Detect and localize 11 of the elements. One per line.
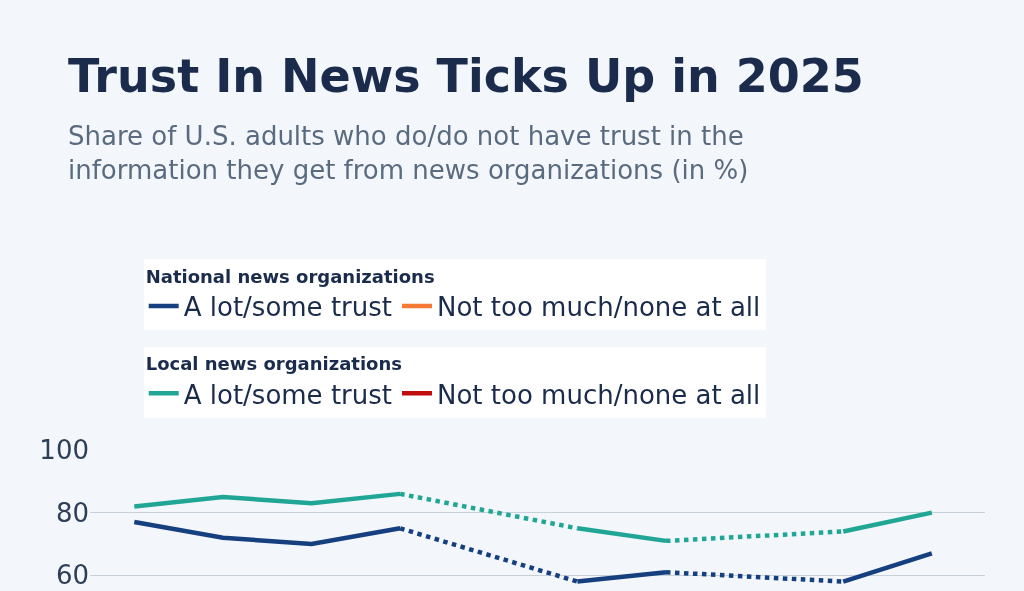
chart-subtitle: Share of U.S. adults who do/do not have trust in the information they get from news organizations (in %) <box>68 120 749 185</box>
legend-label: A lot/some trust <box>183 292 392 323</box>
legend-label: Not too much/none at all <box>436 379 761 410</box>
y-tick-label: 60 <box>55 560 89 591</box>
chart-title: Trust In News Ticks Up in 2025 <box>68 49 864 104</box>
text: National news organizations <box>145 265 435 287</box>
legend-label: Not too much/none at all <box>436 292 761 323</box>
y-tick-label: 80 <box>55 497 89 528</box>
legend-label: A lot/some trust <box>183 379 392 410</box>
text: Local news organizations <box>145 352 402 374</box>
y-tick-label: 100 <box>39 435 89 466</box>
